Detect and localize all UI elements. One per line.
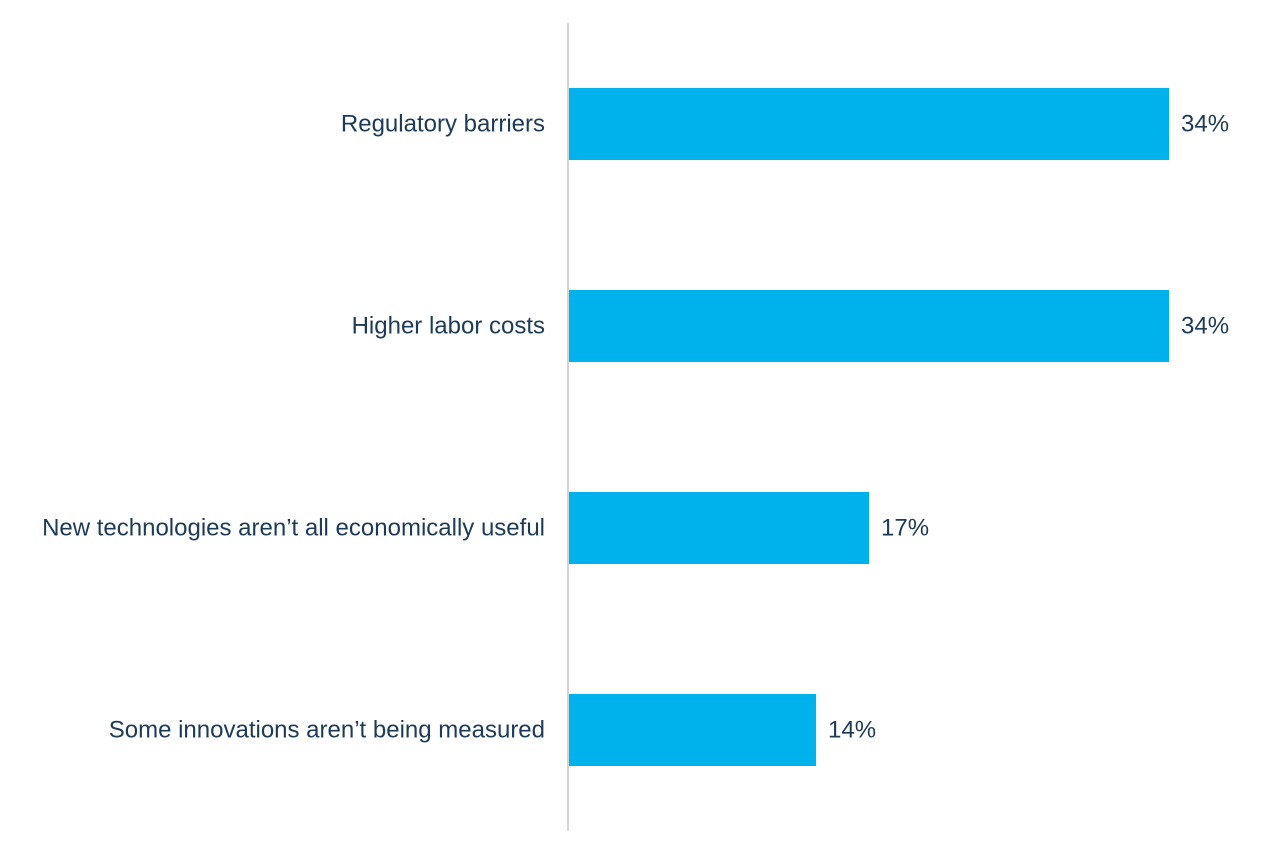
value-labels-group: 34% 34% 17% 14% [828, 111, 1229, 744]
category-label-3: New technologies aren’t all economically… [42, 515, 545, 542]
value-label-4: 14% [828, 717, 876, 744]
bar-4 [569, 694, 817, 766]
value-label-3: 17% [881, 515, 929, 542]
category-label-1: Regulatory barriers [341, 111, 545, 138]
category-label-4: Some innovations aren’t being measured [109, 717, 545, 744]
bar-1 [569, 88, 1169, 160]
bar-3 [569, 492, 869, 564]
category-labels-group: Regulatory barriers Higher labor costs New… [42, 111, 545, 744]
value-label-1: 34% [1181, 111, 1229, 138]
bar-2 [569, 290, 1169, 362]
value-label-2: 34% [1181, 313, 1229, 340]
bars-group [569, 88, 1169, 766]
category-label-2: Higher labor costs [352, 313, 545, 340]
